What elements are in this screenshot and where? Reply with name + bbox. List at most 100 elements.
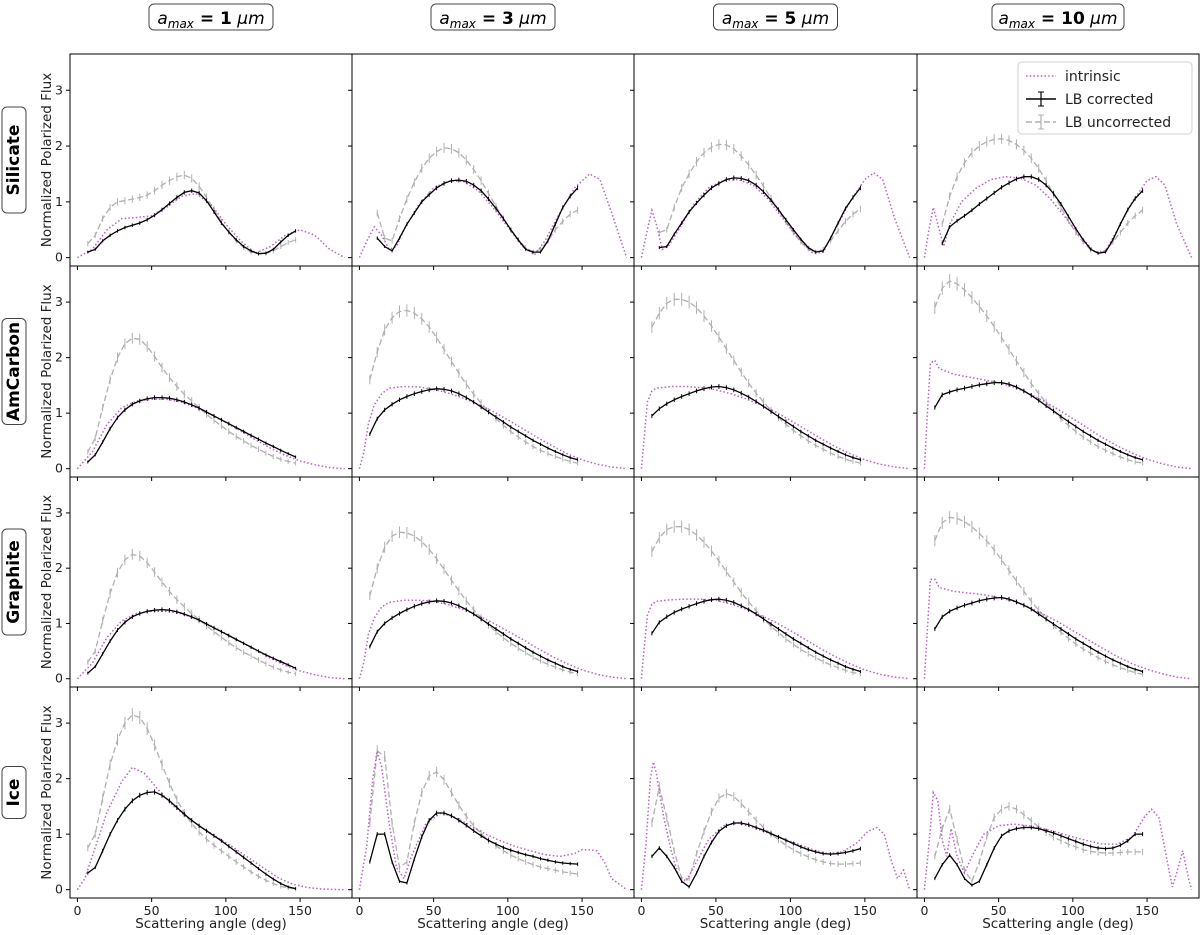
- series-intrinsic: [640, 761, 911, 890]
- x-axis-label: Scattering angle (deg): [982, 916, 1134, 932]
- series-lb-corrected: [934, 825, 1144, 887]
- corrected-line: [369, 388, 578, 461]
- series-lb-corrected: [376, 177, 579, 254]
- legend-label: LB uncorrected: [1065, 115, 1171, 131]
- series-lb-corrected: [651, 820, 861, 889]
- series-lb-corrected: [87, 789, 297, 890]
- series-intrinsic: [76, 766, 345, 891]
- series-lb-corrected: [87, 188, 297, 256]
- series-lb-uncorrected: [87, 170, 297, 257]
- legend-entry-2: LB uncorrected: [1026, 114, 1171, 131]
- column-header-text: amax = 5 μm: [722, 9, 829, 31]
- series-intrinsic: [76, 610, 345, 680]
- x-tick-label: 50: [708, 903, 724, 918]
- series-lb-corrected: [369, 598, 579, 673]
- corrected-line: [376, 179, 579, 253]
- x-tick-label: 150: [570, 903, 594, 918]
- x-tick-label: 100: [214, 903, 238, 918]
- x-tick-label: 0: [355, 903, 363, 918]
- series-lb-uncorrected: [651, 782, 861, 882]
- y-tick-label: 3: [55, 82, 63, 97]
- y-tick-label: 1: [55, 615, 63, 630]
- uncorrected-line: [934, 516, 1143, 675]
- uncorrected-line: [651, 786, 861, 880]
- series-lb-uncorrected: [651, 292, 861, 466]
- uncorrected-line: [934, 280, 1143, 464]
- uncorrected-line: [659, 143, 861, 253]
- series-lb-corrected: [87, 607, 297, 675]
- series-intrinsic: [77, 192, 345, 259]
- y-tick-label: 3: [55, 505, 63, 520]
- column-header-2: amax = 3 μm: [430, 3, 556, 31]
- svg-text:Silicate: Silicate: [4, 125, 24, 196]
- series-lb-uncorrected: [934, 274, 1144, 466]
- x-axis-label: Scattering angle (deg): [417, 916, 569, 932]
- series-lb-uncorrected: [87, 708, 297, 892]
- series-lb-corrected: [941, 174, 1144, 255]
- panel-frame: [69, 476, 353, 688]
- panel-frame: [633, 476, 918, 688]
- panel-frame: [633, 265, 918, 478]
- series-lb-corrected: [369, 386, 579, 462]
- y-tick-label: 3: [55, 294, 63, 309]
- x-axis-label: Scattering angle (deg): [700, 916, 852, 932]
- svg-text:Graphite: Graphite: [4, 540, 24, 624]
- y-tick-label: 2: [55, 350, 63, 365]
- series-intrinsic: [640, 385, 910, 470]
- corrected-line: [934, 826, 1143, 886]
- series-lb-corrected: [651, 384, 861, 462]
- uncorrected-line: [87, 714, 296, 890]
- y-tick-label: 2: [55, 138, 63, 153]
- series-intrinsic: [923, 578, 1192, 680]
- panels-grid: 0 1 2 3 0 1 2 3 0 1 2 3 0 1 2 3 0 50 100 150 0 50 100 150 0 50 100…: [55, 53, 1200, 918]
- row-header-ice: Ice Normalized Polarized Flux: [1, 705, 55, 880]
- x-tick-label: 0: [920, 903, 928, 918]
- uncorrected-line: [87, 337, 296, 464]
- panel-silicate-1: 0 1 2 3: [55, 53, 353, 270]
- series-lb-uncorrected: [369, 304, 579, 466]
- series-lb-uncorrected: [369, 745, 579, 877]
- x-tick-label: 100: [496, 903, 520, 918]
- y-tick-label: 0: [55, 461, 63, 476]
- x-tick-label: 50: [426, 903, 442, 918]
- uncorrected-line: [87, 174, 296, 255]
- x-tick-label: 50: [144, 903, 160, 918]
- panel-frame: [69, 686, 353, 899]
- series-intrinsic: [923, 789, 1193, 890]
- panel-frame: [633, 53, 918, 267]
- panel-frame: [351, 476, 635, 688]
- y-axis-label: Normalized Polarized Flux: [39, 705, 55, 879]
- uncorrected-line: [369, 531, 578, 675]
- series-intrinsic: [358, 599, 627, 680]
- y-tick-label: 0: [55, 250, 63, 265]
- series-lb-corrected: [87, 395, 297, 464]
- y-tick-label: 0: [55, 882, 63, 897]
- y-tick-label: 1: [55, 826, 63, 841]
- series-lb-uncorrected: [651, 520, 861, 677]
- series-intrinsic: [923, 175, 1193, 258]
- column-header-text: amax = 1 μm: [157, 9, 264, 31]
- uncorrected-line: [651, 298, 861, 464]
- x-tick-label: 150: [288, 903, 312, 918]
- column-header-text: amax = 10 μm: [998, 9, 1117, 31]
- panel-ice-1: 0 1 2 3 0 50 100 150: [55, 686, 353, 918]
- panel-amcarbon-1: 0 1 2 3: [55, 265, 353, 481]
- series-intrinsic: [640, 598, 910, 680]
- y-tick-label: 3: [55, 715, 63, 730]
- row-header-graphite: Graphite Normalized Polarized Flux: [1, 495, 55, 669]
- series-intrinsic: [923, 359, 1192, 470]
- corrected-line: [941, 176, 1144, 254]
- y-tick-label: 2: [55, 771, 63, 786]
- uncorrected-line: [651, 526, 861, 675]
- series-lb-uncorrected: [87, 549, 297, 677]
- panel-amcarbon-4: [913, 265, 1200, 481]
- panel-amcarbon-3: [630, 265, 918, 481]
- panel-frame: [916, 476, 1200, 688]
- uncorrected-line: [369, 309, 578, 464]
- series-intrinsic: [76, 398, 345, 470]
- row-header-amcarbon: AmCarbon Normalized Polarized Flux: [1, 284, 55, 459]
- series-lb-corrected: [369, 810, 579, 885]
- svg-text:AmCarbon: AmCarbon: [4, 322, 24, 421]
- panel-ice-3: 0 50 100 150: [630, 686, 918, 918]
